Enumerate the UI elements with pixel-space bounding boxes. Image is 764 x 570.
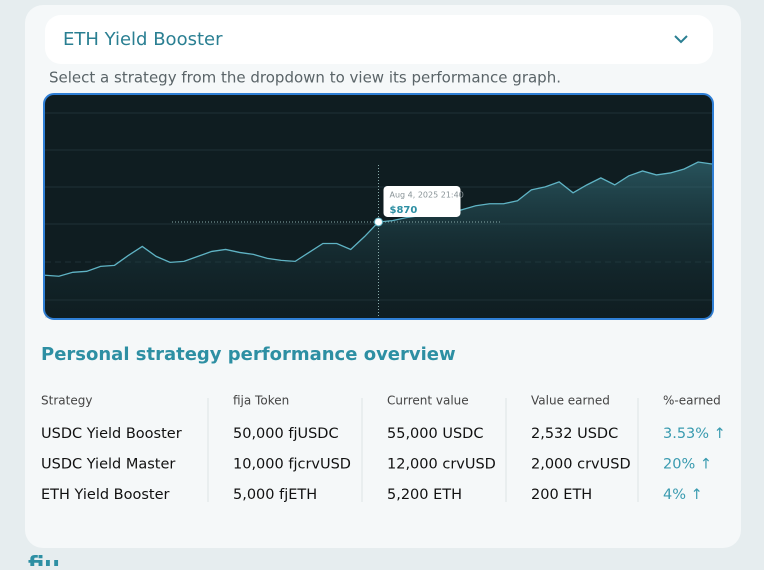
cell: 12,000 crvUSD	[387, 457, 496, 473]
cell: 50,000 fjUSDC	[233, 426, 339, 442]
tooltip-value: $870	[390, 205, 418, 216]
cell: 5,200 ETH	[387, 487, 462, 503]
cell: 5,000 fjETH	[233, 487, 317, 503]
column-header: fija Token	[233, 394, 289, 408]
table-title: Personal strategy performance overview	[41, 344, 456, 365]
logo: fiu	[28, 553, 60, 566]
hover-point	[374, 217, 383, 227]
cell: 3.53% ↑	[663, 426, 726, 442]
column-header: Current value	[387, 394, 469, 408]
chart: Aug 4, 2025 21:40 $870	[44, 112, 713, 318]
cell: ETH Yield Booster	[41, 487, 170, 503]
column-header: %-earned	[663, 394, 721, 408]
chevron[interactable]	[674, 35, 688, 44]
hint: Select a strategy from the dropdown to v…	[49, 69, 561, 87]
dropdown-value: ETH Yield Booster	[63, 29, 223, 50]
column-header: Strategy	[41, 394, 92, 408]
cell: 10,000 fjcrvUSD	[233, 457, 351, 473]
table: Strategy fija Token Current value Value ear…	[41, 394, 726, 504]
cell: 20% ↑	[663, 457, 712, 473]
tooltip	[383, 185, 461, 217]
cell: USDC Yield Master	[41, 457, 175, 473]
cell: 200 ETH	[531, 487, 592, 503]
cell: 2,000 crvUSD	[531, 457, 631, 473]
tooltip-date: Aug 4, 2025 21:40	[390, 190, 464, 199]
dropdown[interactable]	[45, 15, 713, 64]
cell: 4% ↑	[663, 487, 703, 503]
cell: USDC Yield Booster	[41, 426, 182, 442]
cell: 55,000 USDC	[387, 426, 483, 442]
cell: 2,532 USDC	[531, 426, 618, 442]
column-header: Value earned	[531, 394, 610, 408]
